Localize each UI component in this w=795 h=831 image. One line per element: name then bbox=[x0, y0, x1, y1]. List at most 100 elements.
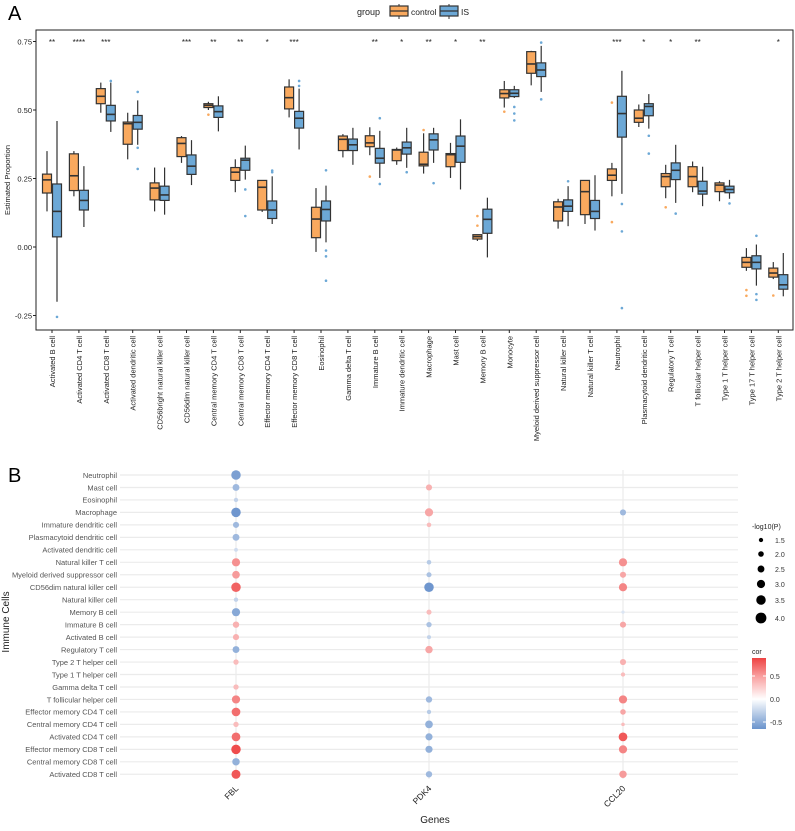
box-body bbox=[455, 135, 466, 163]
dot-ccl20 bbox=[619, 770, 627, 778]
dot-ccl20 bbox=[621, 722, 625, 727]
outlier-point bbox=[647, 152, 651, 155]
x-tick-label: Eosinophil bbox=[317, 336, 326, 371]
box-body bbox=[105, 104, 116, 122]
legend-label: IS bbox=[461, 7, 469, 17]
x-tick-label: Macrophage bbox=[425, 336, 434, 378]
box-body bbox=[240, 157, 251, 171]
box-body bbox=[552, 201, 564, 222]
box-is bbox=[509, 85, 520, 122]
box-is bbox=[643, 94, 654, 155]
significance-label: ** bbox=[425, 38, 431, 47]
box-body bbox=[445, 152, 456, 168]
box-control bbox=[284, 79, 295, 118]
outlier-point bbox=[755, 234, 758, 238]
box-body bbox=[230, 166, 241, 182]
box-control bbox=[499, 80, 510, 113]
box-control bbox=[391, 147, 402, 165]
dot-pdk4 bbox=[425, 720, 433, 729]
box-control bbox=[257, 179, 268, 212]
box-body bbox=[778, 274, 789, 290]
dot-pdk4 bbox=[425, 484, 433, 491]
box-is bbox=[213, 96, 224, 132]
box-is bbox=[724, 179, 735, 205]
outlier-point bbox=[755, 292, 758, 296]
box-body bbox=[374, 147, 385, 164]
box-control bbox=[445, 142, 456, 178]
box-control bbox=[337, 134, 348, 158]
outlier-point bbox=[297, 84, 301, 88]
dot-fbl bbox=[232, 484, 240, 491]
dot-pdk4 bbox=[425, 745, 433, 753]
outlier-point bbox=[244, 214, 247, 218]
x-tick-label: FBL bbox=[222, 783, 240, 801]
y-tick-label: Type 2 T helper cell bbox=[52, 658, 118, 667]
outlier-point bbox=[610, 220, 614, 224]
dot-fbl bbox=[232, 570, 240, 579]
box-is bbox=[374, 116, 385, 186]
size-legend-label: 3.0 bbox=[775, 582, 785, 589]
box-body bbox=[526, 51, 537, 74]
outlier-point bbox=[772, 294, 775, 297]
significance-label: *** bbox=[289, 38, 298, 47]
dot-pdk4 bbox=[426, 709, 432, 715]
dot-ccl20 bbox=[620, 672, 626, 677]
dot-pdk4 bbox=[426, 522, 432, 528]
box-control bbox=[203, 101, 214, 116]
x-tick-label: Central memory CD4 T cell bbox=[209, 336, 218, 426]
y-tick-label: Activated B cell bbox=[66, 633, 118, 642]
dot-pdk4 bbox=[426, 635, 432, 640]
y-tick-label: Activated dendritic cell bbox=[42, 546, 117, 555]
outlier-point bbox=[513, 119, 516, 122]
significance-label: * bbox=[777, 38, 780, 47]
dot-fbl bbox=[234, 547, 238, 552]
x-tick-label: Activated CD4 T cell bbox=[75, 336, 84, 404]
dot-pdk4 bbox=[424, 582, 434, 592]
dot-fbl bbox=[231, 707, 241, 717]
box-body bbox=[337, 135, 348, 152]
outlier-point bbox=[207, 113, 210, 116]
size-legend-dot bbox=[758, 551, 764, 557]
significance-label: * bbox=[454, 38, 457, 47]
significance-label: ** bbox=[479, 38, 485, 47]
color-legend-title: cor bbox=[752, 649, 762, 656]
x-tick-label: Type 17 T helper cell bbox=[747, 336, 756, 406]
dot-pdk4 bbox=[425, 645, 433, 654]
outlier-point bbox=[378, 182, 382, 186]
dot-fbl bbox=[232, 758, 240, 766]
x-axis-label: Genes bbox=[420, 815, 449, 826]
box-body bbox=[579, 179, 591, 216]
significance-label: ** bbox=[372, 38, 378, 47]
y-tick-label: Type 1 T helper cell bbox=[52, 670, 118, 679]
outlier-point bbox=[55, 315, 59, 319]
box-is bbox=[401, 127, 412, 174]
outlier-point bbox=[620, 230, 624, 233]
box-control bbox=[741, 248, 752, 298]
outlier-point bbox=[566, 179, 570, 183]
dot-fbl bbox=[232, 533, 240, 541]
box-is bbox=[320, 168, 332, 283]
box-is bbox=[105, 79, 116, 132]
y-tick-label: Central memory CD8 T cell bbox=[27, 758, 117, 767]
dot-fbl bbox=[231, 744, 241, 755]
x-tick-label: Neutrophil bbox=[613, 336, 622, 371]
box-is bbox=[186, 140, 197, 186]
outlier-point bbox=[136, 167, 139, 171]
x-tick-label: Immature B cell bbox=[371, 336, 380, 388]
dot-ccl20 bbox=[618, 695, 628, 704]
box-is bbox=[240, 145, 251, 218]
box-is bbox=[616, 70, 628, 310]
dot-ccl20 bbox=[619, 658, 627, 666]
box-control bbox=[95, 82, 106, 113]
x-tick-label: Myeloid derived suppressor cell bbox=[532, 336, 541, 441]
box-body bbox=[697, 180, 708, 195]
outlier-point bbox=[647, 134, 651, 138]
outlier-point bbox=[297, 79, 301, 83]
y-tick-label: Natural killer T cell bbox=[56, 558, 118, 567]
outlier-point bbox=[513, 105, 516, 109]
color-legend-label: 0.5 bbox=[770, 674, 780, 681]
dotplot-panel: Neutrophil Mast cell Eosinophil Macrophage I… bbox=[1, 470, 785, 826]
box-is bbox=[482, 197, 493, 258]
size-legend-label: 2.5 bbox=[775, 567, 785, 574]
